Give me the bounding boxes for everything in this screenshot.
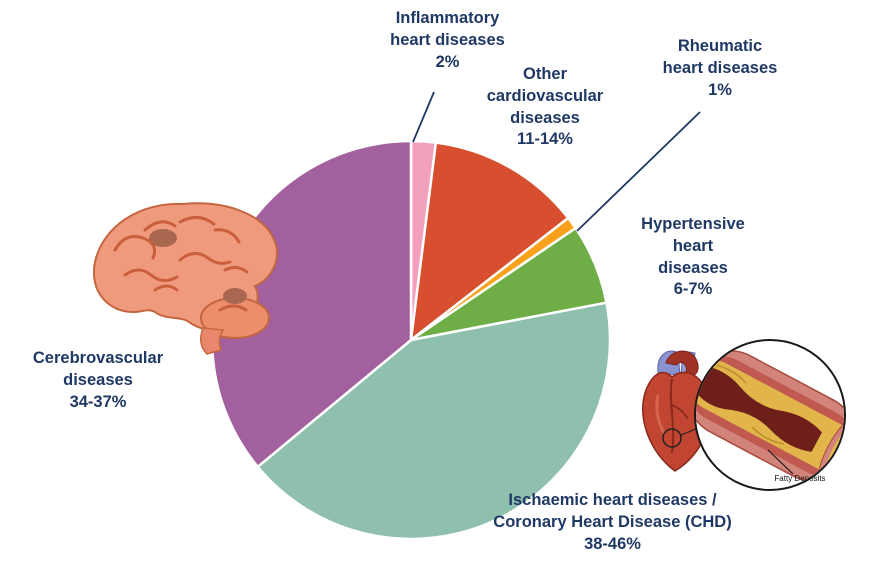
rheumatic-callout-line xyxy=(576,111,701,232)
label-hypertensive-heart-diseases: Hypertensive heart diseases 6-7% xyxy=(641,215,745,299)
label-other-cardiovascular-diseases: Other cardiovascular diseases 11-14% xyxy=(486,65,604,149)
artery-cross-section: Fatty Deposits xyxy=(694,339,846,491)
brain-illustration xyxy=(92,202,278,355)
label-rheumatic-heart-diseases: Rheumatic heart diseases 1% xyxy=(662,37,778,99)
pie-slice-2-other-cardiovascular-diseases xyxy=(409,141,570,342)
inflammatory-callout-line xyxy=(412,91,435,143)
heart-and-artery-illustration: Fatty Deposits xyxy=(642,339,846,491)
label-inflammatory-heart-diseases: Inflammatory heart diseases 2% xyxy=(390,9,505,71)
pie-slice-5-ischaemic-heart-diseases-coronary-heart- xyxy=(256,301,612,541)
pie-slices-group xyxy=(210,139,612,541)
label-cerebrovascular-diseases: Cerebrovascular diseases 34-37% xyxy=(32,349,164,411)
label-ischaemic-heart-diseases: Ischaemic heart diseases / Coronary Hear… xyxy=(493,491,732,553)
fatty-deposits-label: Fatty Deposits xyxy=(774,474,825,483)
brain-gyri-lines xyxy=(113,216,249,312)
callout-lines-group xyxy=(412,91,701,232)
magnified-region-marker xyxy=(662,428,682,448)
